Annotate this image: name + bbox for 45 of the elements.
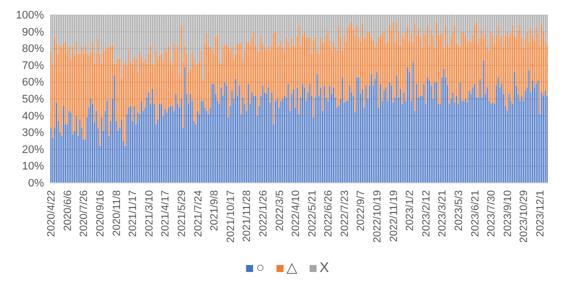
legend-label: △	[286, 259, 298, 275]
x-tick-label: 2023/2/12	[420, 190, 432, 237]
legend-label: X	[320, 259, 330, 275]
x-tick-label: 2022/5/21	[306, 190, 318, 237]
x-tick-label: 2023/12/1	[534, 190, 546, 237]
x-tick-label: 2022/9/7	[355, 190, 368, 232]
x-tick-label: 2021/4/17	[160, 190, 172, 237]
y-tick-label: 30%	[22, 127, 44, 140]
x-tick-label: 2021/3/10	[143, 190, 156, 237]
x-tick-label: 2022/3/5	[274, 190, 286, 232]
x-tick-label: 2021/10/17	[224, 190, 237, 243]
y-tick-label: 50%	[22, 94, 44, 106]
x-tick-label: 2023/6/21	[469, 190, 482, 237]
x-tick-label: 2023/5/3	[453, 190, 466, 232]
x-tick-label: 2022/7/23	[338, 190, 351, 237]
x-tick-label: 2022/11/19	[388, 190, 400, 242]
x-tick-label: 2023/7/30	[486, 190, 498, 237]
y-tick-label: 0%	[28, 178, 44, 190]
x-tick-label: 2021/9/8	[208, 190, 221, 232]
y-tick-label: 20%	[22, 144, 44, 156]
x-tick-label: 2022/4/10	[290, 190, 302, 237]
y-tick-label: 100%	[16, 10, 44, 22]
x-tick-label: 2020/7/26	[78, 190, 90, 237]
x-tick-label: 2020/9/16	[94, 190, 107, 237]
y-tick-label: 60%	[22, 76, 44, 89]
x-tick-label: 2020/4/22	[46, 190, 58, 237]
y-tick-label: 10%	[22, 160, 44, 173]
y-tick-label: 80%	[22, 43, 44, 56]
y-tick-label: 70%	[22, 60, 44, 72]
x-tick-label: 2023/1/2	[404, 190, 416, 232]
y-tick-label: 40%	[22, 110, 44, 122]
y-tick-label: 90%	[22, 26, 44, 38]
x-tick-label: 2023/9/10	[502, 190, 514, 237]
x-tick-label: 2022/6/26	[322, 190, 335, 237]
x-tick-label: 2023/3/21	[436, 190, 449, 237]
x-tick-label: 2021/1/17	[127, 190, 140, 237]
x-tick-label: 2021/7/24	[192, 190, 204, 237]
x-tick-label: 2023/10/29	[518, 190, 530, 243]
x-tick-label: 2022/1/26	[257, 190, 270, 237]
x-tick-label: 2021/5/29	[176, 190, 188, 237]
legend-label: ○	[256, 259, 265, 275]
x-tick-label: 2021/11/28	[241, 190, 254, 242]
x-tick-label: 2020/11/8	[110, 190, 123, 236]
x-tick-label: 2022/10/19	[372, 190, 384, 243]
x-tick-label: 2020/6/6	[62, 190, 74, 232]
